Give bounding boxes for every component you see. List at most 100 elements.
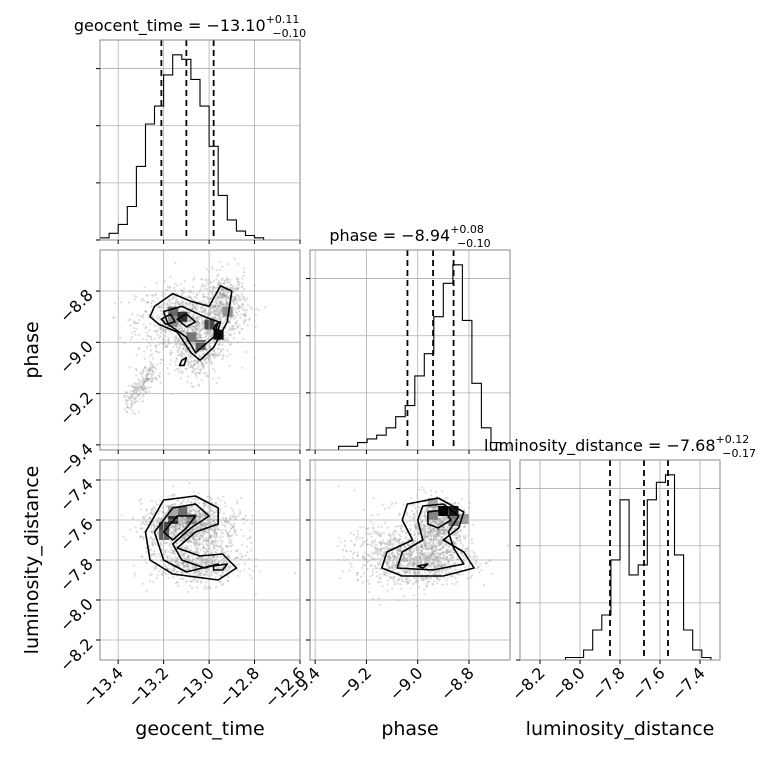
sample-point xyxy=(204,335,207,338)
sample-point xyxy=(136,387,139,391)
sample-point xyxy=(134,396,137,399)
sample-point xyxy=(221,529,224,532)
sample-point xyxy=(166,505,169,508)
sample-point xyxy=(201,543,204,546)
sample-point xyxy=(167,495,170,498)
sample-point xyxy=(203,525,206,528)
sample-point xyxy=(144,520,147,524)
sample-point xyxy=(186,501,189,504)
scatter-points-2-1 xyxy=(336,485,509,608)
sample-point xyxy=(149,526,153,530)
sample-point xyxy=(165,307,169,310)
sample-point xyxy=(213,305,216,309)
sample-point xyxy=(193,295,196,299)
sample-point xyxy=(158,510,161,513)
sample-point xyxy=(212,311,215,314)
sample-point xyxy=(213,348,216,351)
sample-point xyxy=(219,302,222,305)
sample-point xyxy=(231,326,234,329)
sample-point xyxy=(126,405,129,409)
sample-point xyxy=(150,380,153,383)
sample-point xyxy=(198,334,201,337)
sample-point xyxy=(160,303,163,306)
sample-point xyxy=(174,302,177,305)
sample-point xyxy=(129,338,132,341)
sample-point xyxy=(142,387,145,390)
sample-point xyxy=(191,298,194,301)
sample-point xyxy=(217,348,220,351)
sample-point xyxy=(164,565,168,568)
sample-point xyxy=(206,550,209,553)
sample-point xyxy=(223,295,226,298)
sample-point xyxy=(213,356,216,359)
sample-point xyxy=(224,326,227,329)
sample-point xyxy=(198,332,201,335)
sample-point xyxy=(209,506,212,510)
sample-point xyxy=(238,331,241,335)
sample-point xyxy=(183,547,186,550)
sample-point xyxy=(216,295,220,298)
sample-point xyxy=(237,310,240,313)
sample-point xyxy=(212,313,215,316)
sample-point xyxy=(151,300,154,303)
sample-point xyxy=(181,356,184,359)
sample-point xyxy=(153,330,156,333)
sample-point xyxy=(154,377,157,380)
sample-point xyxy=(181,354,184,357)
sample-point xyxy=(203,299,206,302)
sample-point xyxy=(216,353,219,357)
sample-point xyxy=(112,316,116,319)
sample-point xyxy=(236,293,239,296)
sample-point xyxy=(197,317,200,320)
sample-point xyxy=(214,355,217,358)
sample-point xyxy=(196,361,199,364)
sample-point xyxy=(181,300,184,303)
sample-point xyxy=(433,533,436,536)
sample-point xyxy=(434,522,437,526)
sample-point xyxy=(215,586,218,589)
sample-point xyxy=(215,278,218,281)
sample-point xyxy=(194,327,197,330)
sample-point xyxy=(222,512,226,515)
sample-point xyxy=(212,285,215,288)
sample-point xyxy=(225,544,228,548)
sample-point xyxy=(433,507,436,511)
sample-point xyxy=(225,302,228,305)
sample-point xyxy=(366,579,370,582)
sample-point xyxy=(152,357,155,360)
sample-point xyxy=(138,386,141,389)
sample-point xyxy=(135,353,138,357)
sample-point xyxy=(212,353,215,356)
sample-point xyxy=(375,571,378,574)
sample-point xyxy=(172,296,175,299)
sample-point xyxy=(189,318,192,322)
sample-point xyxy=(223,337,226,340)
sample-point xyxy=(176,301,179,304)
sample-point xyxy=(195,317,198,320)
sample-point xyxy=(145,374,148,377)
sample-point xyxy=(215,509,218,512)
sample-point xyxy=(201,523,204,526)
sample-point xyxy=(176,500,179,503)
sample-point xyxy=(188,320,191,323)
sample-point xyxy=(166,306,169,309)
sample-point xyxy=(182,516,185,520)
sample-point xyxy=(181,326,184,330)
sample-point xyxy=(171,351,174,354)
sample-point xyxy=(193,276,196,279)
sample-point xyxy=(195,323,198,326)
sample-point xyxy=(176,349,179,352)
sample-point xyxy=(234,328,237,331)
sample-point xyxy=(194,371,197,374)
sample-point xyxy=(460,497,464,500)
sample-point xyxy=(159,305,162,308)
sample-point xyxy=(242,534,245,538)
sample-point xyxy=(439,529,442,532)
sample-point xyxy=(242,303,245,306)
sample-point xyxy=(227,295,230,298)
sample-point xyxy=(195,319,198,322)
sample-point xyxy=(216,275,219,278)
sample-point xyxy=(193,305,197,308)
sample-point xyxy=(233,332,236,335)
sample-point xyxy=(129,399,133,402)
